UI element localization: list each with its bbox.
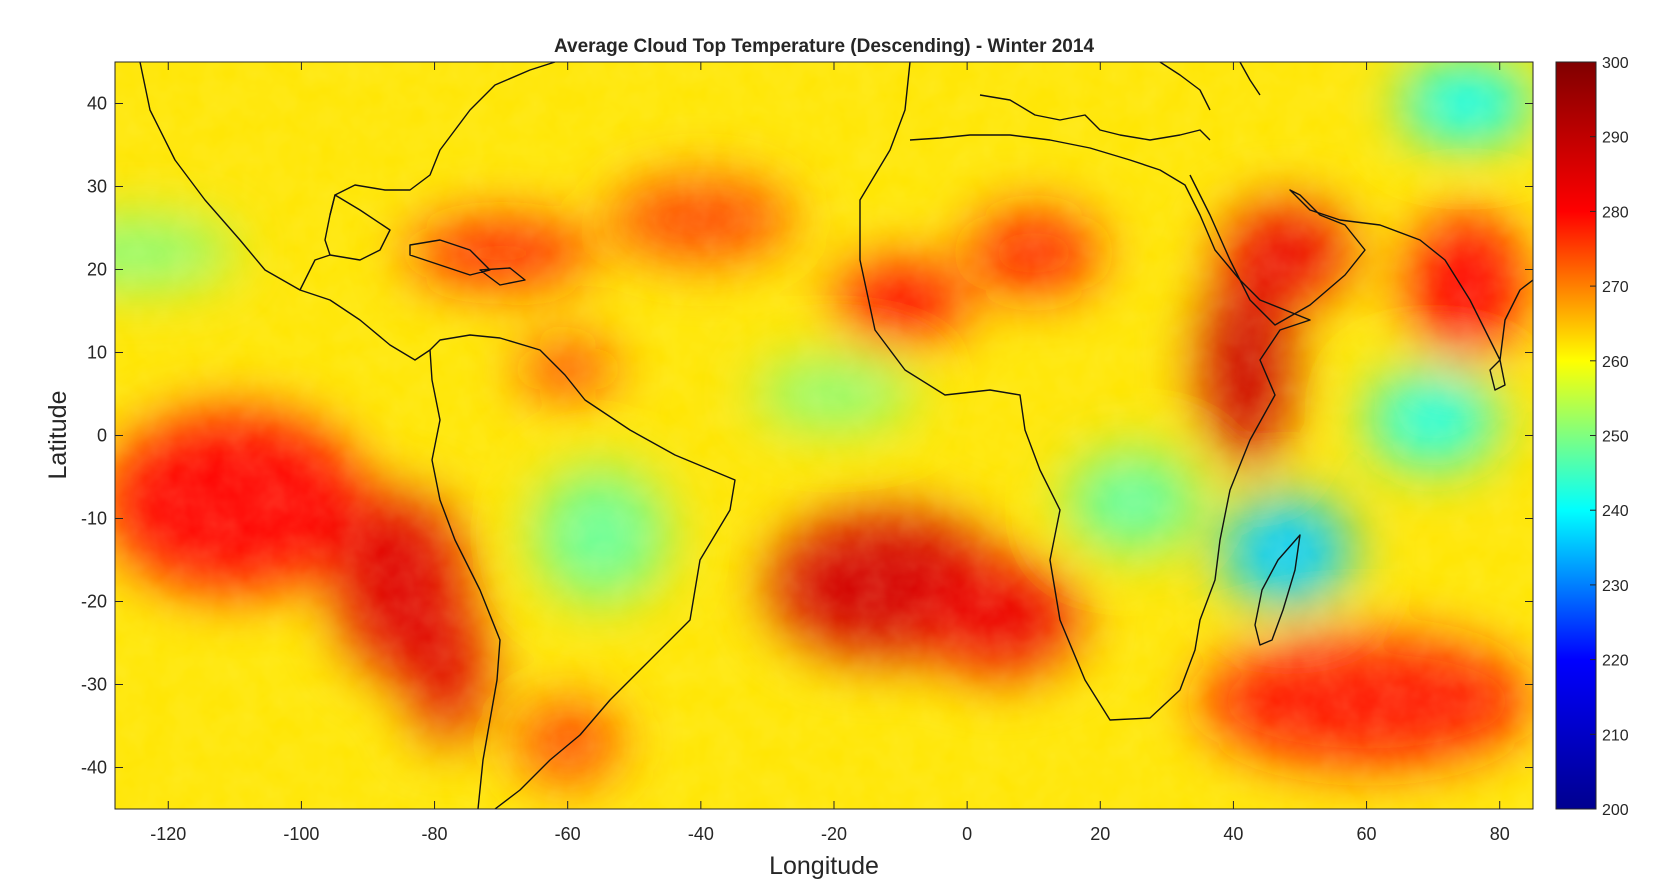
y-tick-label: -20	[81, 592, 107, 612]
x-tick-label: -100	[283, 824, 319, 844]
y-tick-label: -10	[81, 509, 107, 529]
colorbar-tick-label: 240	[1602, 503, 1629, 520]
x-tick-label: -20	[821, 824, 847, 844]
coastline-arabia-india	[1189, 174, 1533, 391]
coastline-americas	[139, 62, 736, 809]
x-tick-label: -60	[555, 824, 581, 844]
colorbar-tick-label: 270	[1602, 279, 1629, 296]
texture-overlay	[115, 62, 1533, 809]
y-tick-label: 20	[87, 260, 107, 280]
y-tick-label: 40	[87, 94, 107, 114]
y-tick-label: 30	[87, 177, 107, 197]
y-axis-label: Latitude	[44, 391, 72, 480]
colorbar-tick-label: 200	[1602, 802, 1629, 819]
x-tick-label: 0	[962, 824, 972, 844]
coastline-africa	[859, 62, 1311, 721]
x-tick-label: -40	[688, 824, 714, 844]
colorbar-tick-label: 210	[1602, 727, 1629, 744]
x-tick-label: -80	[422, 824, 448, 844]
y-tick-label: -40	[81, 758, 107, 778]
x-axis-ticks: -120 -100 -80 -60 -40 -20 0 20 40 60 80	[150, 62, 1510, 844]
colorbar	[1555, 61, 1597, 810]
coastline-gulf-caribbean	[329, 62, 556, 286]
colorbar-tick-label: 250	[1602, 429, 1629, 446]
x-axis-label: Longitude	[769, 852, 879, 880]
coastlines	[139, 62, 1533, 809]
chart-title: Average Cloud Top Temperature (Descendin…	[554, 36, 1094, 57]
x-tick-label: 60	[1357, 824, 1377, 844]
colorbar-tick-label: 230	[1602, 578, 1629, 595]
x-tick-label: 20	[1090, 824, 1110, 844]
y-tick-label: 10	[87, 343, 107, 363]
colorbar-tick-label: 300	[1602, 55, 1629, 72]
colorbar-tick-label: 280	[1602, 204, 1629, 221]
y-axis-ticks: 40 30 20 10 0 -10 -20 -30 -40	[81, 94, 1533, 778]
x-tick-label: -120	[150, 824, 186, 844]
colorbar-tick-label: 220	[1602, 653, 1629, 670]
x-tick-label: 80	[1490, 824, 1510, 844]
y-tick-label: -30	[81, 675, 107, 695]
colorbar-tick-label: 260	[1602, 354, 1629, 371]
x-tick-label: 40	[1223, 824, 1243, 844]
coastline-europe	[979, 62, 1261, 141]
coastline-madagascar	[1254, 534, 1301, 646]
colorbar-ticks: 300 290 280 270 260 250 240 230 220 210 200	[1590, 55, 1629, 819]
colorbar-tick-label: 290	[1602, 130, 1629, 147]
plot-area	[115, 62, 1533, 809]
y-tick-label: 0	[97, 426, 107, 446]
